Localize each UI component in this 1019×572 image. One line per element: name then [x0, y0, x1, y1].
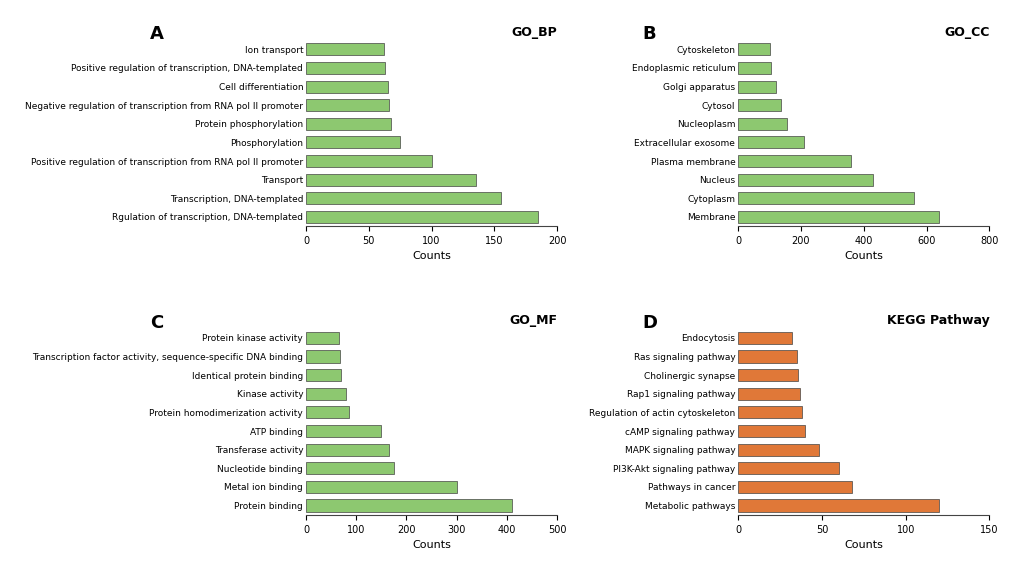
Bar [738, 81, 775, 93]
Bar [306, 118, 391, 130]
X-axis label: Counts: Counts [412, 540, 450, 550]
Text: KEGG Pathway: KEGG Pathway [886, 315, 988, 327]
Bar [738, 136, 803, 149]
Text: GO_MF: GO_MF [508, 315, 556, 327]
Bar [306, 43, 383, 55]
Bar [738, 406, 801, 419]
Bar [306, 425, 381, 437]
Bar [306, 481, 457, 493]
Bar [306, 192, 500, 204]
Bar [306, 406, 348, 419]
Bar [306, 499, 512, 511]
Bar [738, 369, 798, 381]
X-axis label: Counts: Counts [844, 252, 882, 261]
Bar [738, 192, 913, 204]
Bar [306, 462, 393, 474]
Bar [306, 369, 340, 381]
Bar [738, 118, 786, 130]
Bar [738, 462, 838, 474]
X-axis label: Counts: Counts [412, 252, 450, 261]
Bar [738, 481, 851, 493]
Text: GO_CC: GO_CC [944, 26, 988, 39]
Bar [306, 99, 388, 111]
Bar [738, 388, 799, 400]
Bar [738, 444, 817, 456]
Bar [306, 155, 431, 167]
Bar [738, 99, 780, 111]
Bar [306, 444, 388, 456]
Bar [306, 81, 387, 93]
Bar [306, 136, 399, 149]
Bar [738, 62, 770, 74]
Bar [738, 211, 938, 223]
Bar [306, 211, 538, 223]
Text: GO_BP: GO_BP [511, 26, 556, 39]
Bar [738, 425, 804, 437]
Text: A: A [150, 25, 164, 43]
Text: C: C [150, 313, 163, 332]
Bar [738, 43, 768, 55]
Bar [738, 332, 791, 344]
Bar [738, 499, 938, 511]
Bar [738, 155, 851, 167]
Bar [306, 332, 338, 344]
Bar [306, 388, 345, 400]
Bar [306, 351, 340, 363]
Bar [306, 174, 475, 186]
Bar [738, 174, 872, 186]
Bar [306, 62, 385, 74]
Text: D: D [642, 313, 657, 332]
Text: B: B [642, 25, 655, 43]
Bar [738, 351, 796, 363]
X-axis label: Counts: Counts [844, 540, 882, 550]
